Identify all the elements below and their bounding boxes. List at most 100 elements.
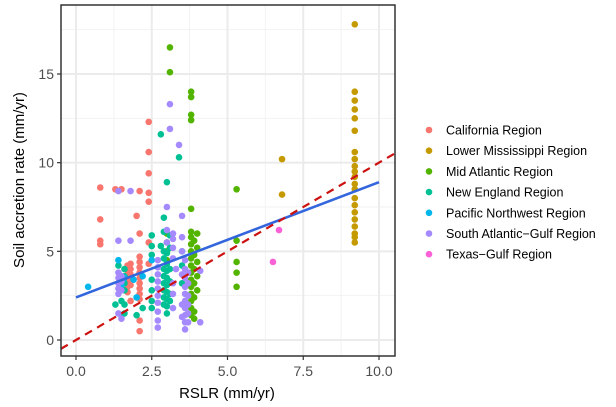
data-point — [269, 258, 277, 266]
legend-key — [425, 209, 433, 217]
data-point — [154, 317, 162, 324]
data-point — [193, 287, 201, 294]
x-axis-ticks: 0.0 2.5 5.0 7.5 10.0 — [66, 356, 393, 379]
data-point — [96, 240, 104, 248]
data-point — [145, 118, 153, 126]
legend-item: South Atlantic−Gulf Region — [425, 227, 596, 241]
x-tick-label: 10.0 — [365, 363, 392, 379]
data-point — [136, 263, 143, 271]
data-point — [233, 237, 240, 244]
data-point — [166, 297, 174, 305]
data-point — [160, 214, 168, 221]
data-point — [181, 256, 189, 264]
data-point — [136, 258, 143, 266]
data-point — [351, 115, 359, 122]
data-point — [121, 265, 128, 273]
data-point — [351, 162, 359, 170]
y-tick-label: 5 — [46, 243, 54, 259]
data-point — [275, 226, 283, 234]
data-point — [154, 271, 162, 278]
legend-label: Lower Mississippi Region — [446, 144, 587, 158]
data-point — [187, 205, 195, 213]
data-point — [351, 106, 359, 113]
x-axis-title: RSLR (mm/yr) — [179, 385, 275, 402]
data-point — [193, 258, 201, 266]
data-point — [351, 88, 359, 96]
data-point — [166, 265, 174, 273]
x-tick-label: 0.0 — [66, 363, 86, 379]
data-point — [115, 187, 122, 195]
data-point — [163, 203, 171, 211]
data-point — [154, 308, 162, 315]
legend-key — [425, 230, 433, 237]
data-point — [163, 239, 171, 246]
data-point — [112, 301, 119, 308]
data-point — [148, 276, 156, 284]
data-point — [190, 237, 198, 244]
data-point — [184, 310, 192, 317]
data-point — [175, 154, 183, 161]
linear-fit — [75, 180, 380, 299]
data-point — [169, 235, 177, 243]
data-point — [96, 184, 104, 191]
data-point — [136, 230, 143, 237]
data-point — [190, 308, 198, 315]
data-points — [84, 21, 359, 335]
data-point — [136, 253, 143, 260]
data-point — [351, 155, 359, 163]
data-point — [163, 310, 171, 317]
data-point — [184, 301, 192, 308]
data-point — [187, 116, 195, 124]
data-point — [163, 178, 171, 186]
legend: California Region Lower Mississippi Regio… — [425, 124, 596, 262]
data-point — [351, 239, 359, 246]
data-point — [127, 260, 134, 268]
data-point — [187, 93, 195, 101]
data-point — [187, 228, 195, 236]
x-tick-label: 5.0 — [218, 363, 238, 379]
legend-item: Pacific Northwest Region — [425, 206, 586, 220]
data-point — [351, 127, 359, 135]
data-point — [187, 88, 195, 96]
y-tick-label: 10 — [38, 155, 54, 171]
legend-key — [425, 250, 433, 258]
data-point — [233, 185, 240, 193]
data-point — [187, 111, 195, 119]
data-point — [139, 304, 146, 312]
data-point — [181, 326, 189, 333]
data-point — [84, 283, 92, 291]
data-point — [148, 251, 156, 259]
data-point — [278, 155, 286, 163]
data-point — [166, 100, 174, 108]
data-point — [148, 242, 156, 250]
data-point — [115, 310, 122, 317]
legend-item: California Region — [425, 124, 542, 138]
legend-item: Lower Mississippi Region — [425, 144, 587, 158]
legend-label: Texas−Gulf Region — [446, 248, 552, 262]
y-axis-ticks: 0 5 10 15 — [38, 66, 61, 348]
data-point — [148, 232, 156, 239]
data-point — [160, 255, 168, 262]
data-point — [172, 265, 180, 273]
data-point — [118, 272, 125, 280]
x-tick-label: 2.5 — [142, 363, 162, 379]
legend-label: Pacific Northwest Region — [446, 206, 586, 220]
data-point — [145, 170, 153, 177]
data-point — [118, 315, 125, 323]
data-point — [233, 258, 240, 266]
legend-item: New England Region — [425, 186, 563, 200]
data-point — [145, 198, 153, 205]
data-point — [148, 304, 156, 312]
legend-label: New England Region — [446, 186, 563, 200]
data-point — [169, 230, 177, 237]
data-point — [233, 269, 240, 276]
data-point — [127, 265, 134, 273]
data-point — [351, 148, 359, 156]
legend-key — [425, 188, 433, 196]
data-point — [351, 97, 359, 104]
y-tick-label: 0 — [46, 332, 54, 348]
data-point — [154, 256, 162, 264]
data-point — [154, 278, 162, 285]
data-point — [96, 216, 104, 223]
